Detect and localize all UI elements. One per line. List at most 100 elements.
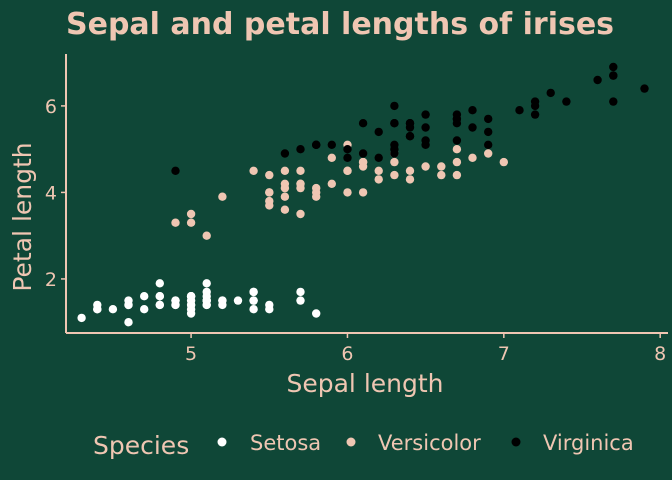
point-virginica — [515, 106, 524, 115]
point-versicolor — [343, 188, 352, 197]
point-setosa — [218, 296, 227, 305]
point-setosa — [108, 305, 118, 314]
point-versicolor — [296, 166, 305, 175]
point-setosa — [249, 287, 258, 297]
point-setosa — [155, 300, 164, 310]
point-versicolor — [186, 218, 196, 227]
point-setosa — [312, 309, 321, 318]
point-virginica — [358, 149, 368, 158]
point-versicolor — [468, 153, 477, 162]
point-versicolor — [421, 162, 430, 171]
point-virginica — [530, 110, 540, 119]
point-virginica — [358, 119, 368, 128]
point-versicolor — [452, 157, 462, 167]
point-setosa — [124, 318, 133, 327]
point-virginica — [421, 123, 430, 132]
point-virginica — [343, 145, 352, 154]
legend-label-virginica: Virginica — [543, 431, 634, 455]
point-versicolor — [265, 188, 274, 197]
point-setosa — [124, 300, 133, 310]
point-setosa — [186, 300, 196, 310]
y-tick-label: 4 — [45, 182, 57, 204]
point-virginica — [405, 132, 415, 141]
point-versicolor — [499, 157, 508, 167]
point-virginica — [468, 123, 477, 132]
point-setosa — [265, 305, 274, 314]
y-tick-label: 6 — [45, 96, 57, 118]
point-virginica — [562, 97, 571, 106]
point-virginica — [296, 145, 305, 154]
point-versicolor — [405, 166, 415, 175]
point-versicolor — [358, 188, 368, 197]
legend-key-versicolor — [346, 437, 356, 447]
point-versicolor — [280, 179, 290, 188]
point-virginica — [390, 101, 399, 111]
legend-label-setosa: Setosa — [250, 431, 321, 455]
point-virginica — [609, 71, 618, 80]
point-virginica — [546, 88, 555, 98]
x-axis-title: Sepal length — [286, 369, 443, 398]
point-virginica — [374, 127, 383, 137]
point-virginica — [609, 62, 618, 72]
point-setosa — [140, 305, 149, 314]
point-setosa — [155, 292, 164, 301]
point-virginica — [280, 149, 290, 158]
point-versicolor — [343, 166, 352, 175]
point-setosa — [249, 305, 258, 314]
x-tick-label: 5 — [185, 343, 197, 365]
point-versicolor — [437, 162, 446, 171]
point-virginica — [484, 127, 493, 137]
point-virginica — [593, 75, 602, 85]
point-virginica — [390, 145, 399, 154]
point-setosa — [202, 279, 211, 288]
point-setosa — [171, 300, 180, 310]
point-virginica — [640, 84, 649, 93]
point-virginica — [421, 136, 430, 145]
point-versicolor — [186, 209, 196, 219]
point-virginica — [390, 119, 399, 128]
legend-title: Species — [93, 431, 189, 460]
chart-title: Sepal and petal lengths of irises — [66, 7, 614, 42]
point-setosa — [233, 296, 243, 305]
point-versicolor — [296, 209, 305, 219]
point-virginica — [468, 106, 477, 115]
point-versicolor — [218, 192, 227, 201]
point-virginica — [484, 140, 493, 149]
point-versicolor — [265, 201, 274, 210]
point-virginica — [452, 114, 462, 124]
point-versicolor — [249, 166, 258, 175]
legend: Species Setosa Versicolor Virginica — [93, 431, 634, 460]
point-setosa — [93, 305, 102, 314]
point-versicolor — [280, 205, 290, 214]
point-versicolor — [280, 192, 290, 201]
point-setosa — [296, 287, 305, 297]
point-virginica — [484, 114, 493, 124]
point-setosa — [296, 296, 305, 305]
point-setosa — [202, 292, 211, 301]
point-versicolor — [374, 175, 383, 184]
point-virginica — [421, 110, 430, 119]
legend-label-versicolor: Versicolor — [378, 431, 481, 455]
y-tick-label: 2 — [45, 269, 57, 291]
point-versicolor — [452, 170, 462, 180]
points-layer — [77, 62, 649, 327]
point-versicolor — [296, 183, 305, 193]
point-setosa — [186, 292, 196, 301]
legend-key-virginica — [511, 437, 521, 447]
point-versicolor — [358, 162, 368, 171]
x-tick-label: 8 — [654, 343, 666, 365]
point-setosa — [155, 279, 164, 288]
point-versicolor — [452, 145, 462, 154]
point-versicolor — [280, 166, 290, 175]
point-versicolor — [171, 218, 180, 227]
point-versicolor — [327, 153, 336, 162]
point-versicolor — [390, 157, 399, 167]
x-tick-label: 6 — [341, 343, 353, 365]
point-versicolor — [405, 175, 415, 184]
legend-key-setosa — [217, 437, 227, 447]
ticks-layer: 5 6 7 8 2 4 6 — [45, 96, 666, 365]
point-virginica — [609, 97, 618, 106]
point-virginica — [171, 166, 180, 175]
point-virginica — [343, 153, 352, 162]
